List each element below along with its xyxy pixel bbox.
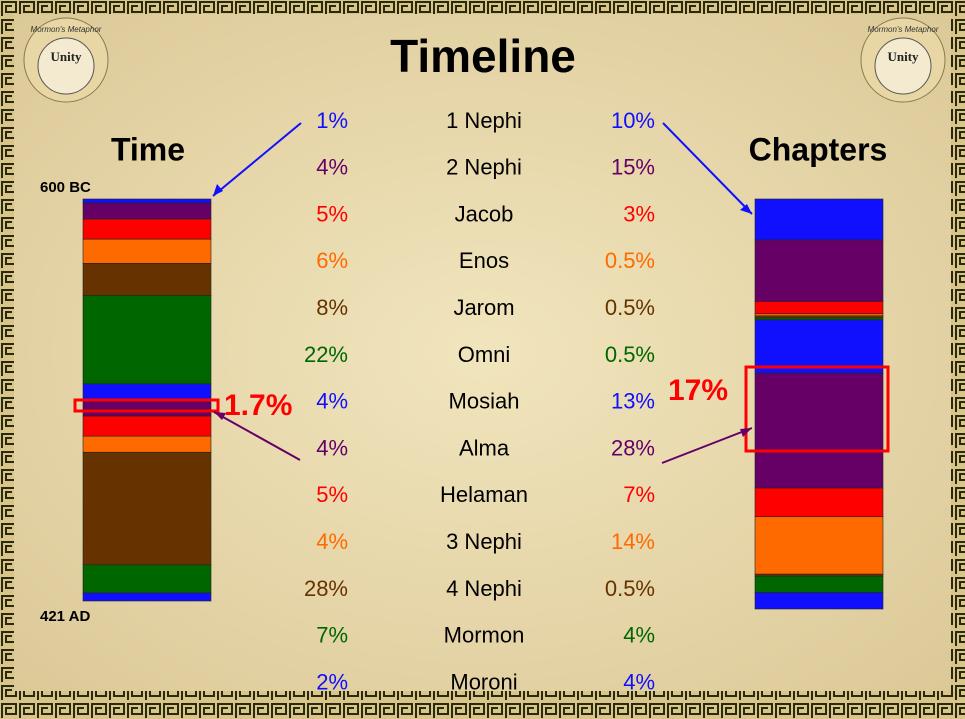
time-percent: 8%: [316, 295, 348, 320]
time-segment: [83, 295, 211, 383]
logo-text: Mormon's Metaphor: [31, 25, 102, 34]
book-name: Enos: [459, 248, 509, 273]
logo-left: Mormon's Metaphor Unity: [24, 18, 108, 102]
time-segment: [83, 436, 211, 452]
time-percent: 7%: [316, 623, 348, 648]
logo-text: Unity: [887, 49, 919, 64]
time-segment: [83, 239, 211, 263]
chapters-segment: [755, 517, 883, 574]
book-name: 4 Nephi: [446, 576, 522, 601]
time-percent: 6%: [316, 248, 348, 273]
time-start: 600 BC: [40, 179, 91, 196]
book-name: 1 Nephi: [446, 108, 522, 133]
time-percent: 1%: [316, 108, 348, 133]
chapters-segment: [755, 574, 883, 576]
book-name: 3 Nephi: [446, 529, 522, 554]
chapters-segment: [755, 373, 883, 488]
slide: Mormon's Metaphor Unity Mormon's Metapho…: [0, 0, 965, 719]
heading: Chapters: [749, 131, 888, 167]
chapters-segment: [755, 199, 883, 240]
chapter-percent: 15%: [611, 155, 655, 180]
annotation: 1.7%: [224, 389, 292, 422]
time-percent: 5%: [316, 201, 348, 226]
time-end: 421 AD: [40, 608, 90, 625]
chapters-segment: [755, 316, 883, 318]
time-percent: 22%: [304, 342, 348, 367]
chapters-segment: [755, 314, 883, 316]
time-percent: 4%: [316, 435, 348, 460]
heading: Time: [111, 131, 185, 167]
book-name: Moroni: [450, 669, 517, 694]
time-segment: [83, 219, 211, 239]
logo-text: Mormon's Metaphor: [868, 25, 939, 34]
time-percent: 4%: [316, 389, 348, 414]
chapter-percent: 0.5%: [605, 576, 655, 601]
chapters-segment: [755, 488, 883, 517]
logo-right: Mormon's Metaphor Unity: [861, 18, 945, 102]
chapters-segment: [755, 302, 883, 314]
book-name: Mosiah: [449, 389, 520, 414]
time-segment: [83, 452, 211, 565]
time-segment: [83, 400, 211, 416]
time-segment: [83, 263, 211, 295]
chapter-percent: 28%: [611, 435, 655, 460]
logo-text: Unity: [50, 49, 82, 64]
book-name: 2 Nephi: [446, 155, 522, 180]
time-percent: 28%: [304, 576, 348, 601]
title: Timeline: [390, 30, 576, 82]
book-name: Mormon: [444, 623, 525, 648]
time-segment: [83, 565, 211, 593]
time-percent: 2%: [316, 669, 348, 694]
chapter-percent: 4%: [623, 623, 655, 648]
chapter-percent: 10%: [611, 108, 655, 133]
chapter-percent: 4%: [623, 669, 655, 694]
book-name: Jarom: [453, 295, 514, 320]
book-name: Alma: [459, 435, 510, 460]
annotation: 17%: [668, 374, 728, 407]
time-segment: [83, 593, 211, 601]
time-percent: 4%: [316, 155, 348, 180]
chapters-segment: [755, 240, 883, 302]
time-segment: [83, 199, 211, 203]
time-percent: 5%: [316, 482, 348, 507]
book-name: Helaman: [440, 482, 528, 507]
book-name: Omni: [458, 342, 511, 367]
time-segment: [83, 384, 211, 400]
chapter-percent: 3%: [623, 201, 655, 226]
chapter-percent: 0.5%: [605, 342, 655, 367]
chapter-percent: 14%: [611, 529, 655, 554]
time-segment: [83, 416, 211, 436]
chapter-percent: 0.5%: [605, 295, 655, 320]
book-name: Jacob: [455, 201, 514, 226]
chapters-segment: [755, 576, 883, 592]
time-percent: 4%: [316, 529, 348, 554]
chapter-percent: 0.5%: [605, 248, 655, 273]
chapter-percent: 7%: [623, 482, 655, 507]
time-segment: [83, 203, 211, 219]
chapters-segment: [755, 593, 883, 609]
chapters-segment: [755, 318, 883, 320]
chapter-percent: 13%: [611, 389, 655, 414]
chapters-segment: [755, 320, 883, 373]
